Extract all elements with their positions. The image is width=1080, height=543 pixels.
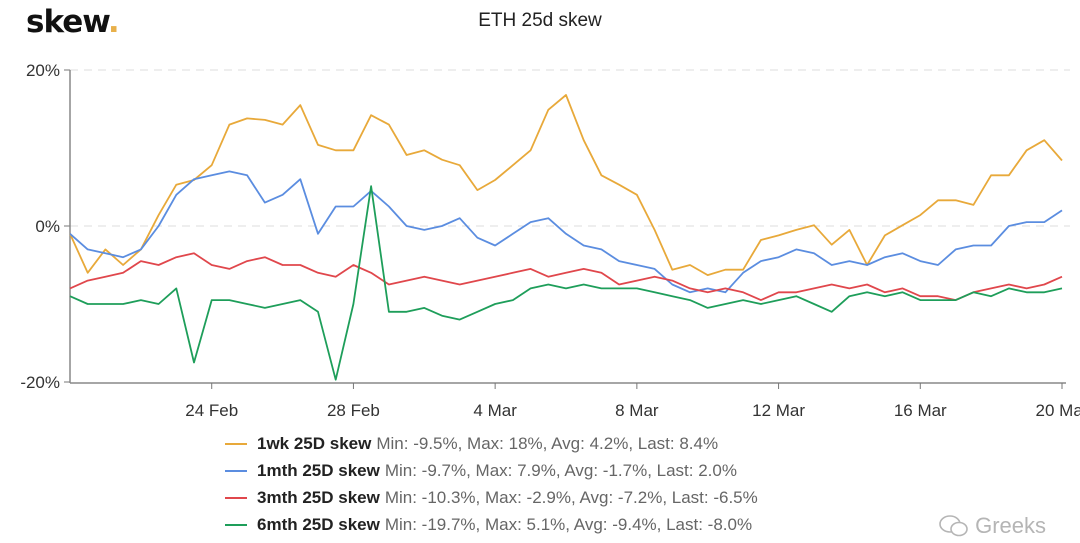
x-tick-label: 4 Mar [473,401,517,420]
legend-item-1mth[interactable]: 1mth 25D skew Min: -9.7%, Max: 7.9%, Avg:… [225,457,758,484]
x-tick-label: 24 Feb [185,401,238,420]
x-tick-label: 8 Mar [615,401,659,420]
x-tick-label: 16 Mar [894,401,947,420]
legend-stats: Min: -9.5%, Max: 18%, Avg: 4.2%, Last: 8… [376,434,719,453]
series-line-1mth [69,170,1063,294]
legend-item-6mth[interactable]: 6mth 25D skew Min: -19.7%, Max: 5.1%, Avg… [225,511,758,538]
watermark-text: Greeks [975,513,1046,538]
series-line-3mth [69,252,1063,302]
legend-stats: Min: -9.7%, Max: 7.9%, Avg: -1.7%, Last:… [384,461,737,480]
logo-text: skew [26,4,109,40]
series-line-6mth [69,185,1063,381]
series-line-1wk [69,94,1063,277]
y-tick-label: -20% [20,373,60,392]
x-tick-label: 20 Mar [1036,401,1080,420]
legend: 1wk 25D skew Min: -9.5%, Max: 18%, Avg: 4… [225,430,758,538]
legend-stats: Min: -19.7%, Max: 5.1%, Avg: -9.4%, Last… [384,515,753,534]
legend-series-name: 1mth 25D skew [257,461,380,480]
legend-swatch [225,496,247,499]
legend-item-3mth[interactable]: 3mth 25D skew Min: -10.3%, Max: -2.9%, Av… [225,484,758,511]
chart-title: ETH 25d skew [478,10,602,31]
skew-logo: skew. [26,4,120,40]
legend-series-name: 1wk 25D skew [257,434,372,453]
logo-dot: . [107,4,120,40]
legend-stats: Min: -10.3%, Max: -2.9%, Avg: -7.2%, Las… [384,488,758,507]
legend-item-1wk[interactable]: 1wk 25D skew Min: -9.5%, Max: 18%, Avg: 4… [225,430,758,457]
wechat-icon [939,515,968,537]
x-tick-label: 28 Feb [327,401,380,420]
legend-series-name: 3mth 25D skew [257,488,380,507]
x-tick-label: 12 Mar [752,401,805,420]
y-tick-label: 0% [35,217,60,236]
legend-swatch [225,442,247,445]
legend-swatch [225,469,247,472]
y-tick-label: 20% [26,61,60,80]
legend-series-name: 6mth 25D skew [257,515,380,534]
legend-swatch [225,523,247,526]
watermark: Greeks [939,513,1046,539]
